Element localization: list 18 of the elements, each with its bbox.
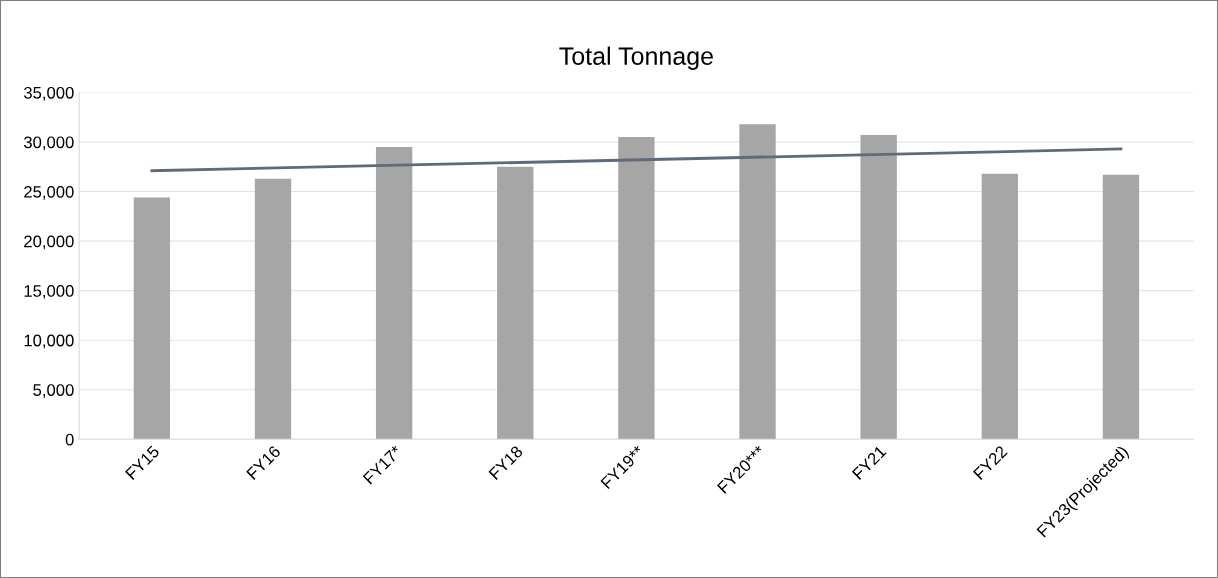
bar [981,173,1018,440]
y-tick-label: 20,000 [24,235,74,250]
y-tick-label: 15,000 [24,285,74,299]
y-tick-label: 30,000 [23,136,74,151]
bar [739,124,776,440]
y-tick-label: 35,000 [23,86,74,101]
bar [1102,174,1140,440]
bar [860,135,897,440]
y-tick-label: 0 [65,433,74,446]
y-tick-label: 25,000 [24,185,74,200]
bar [133,197,171,440]
bar [618,137,655,440]
y-tick-label: 5,000 [33,384,74,398]
bar [254,178,292,440]
bar [497,166,534,440]
y-tick-label: 10,000 [24,334,74,349]
bar [375,146,413,440]
chart-title: Total Tonnage [559,46,713,70]
